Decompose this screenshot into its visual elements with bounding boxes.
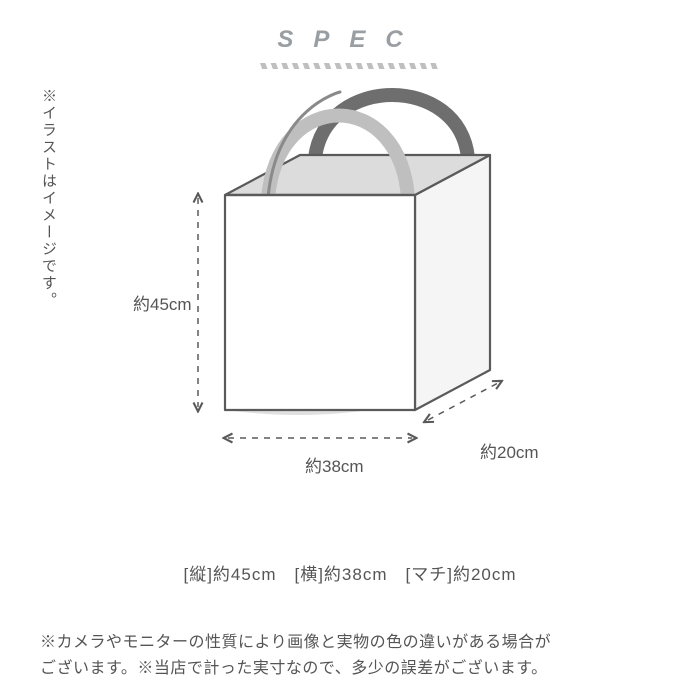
illustration-disclaimer-vertical: ※イラストはイメージです。 xyxy=(38,88,59,309)
disclaimer-line1: ※カメラやモニターの性質により画像と実物の色の違いがある場合が xyxy=(40,634,551,651)
bag-diagram xyxy=(130,80,590,480)
bag-side-panel xyxy=(415,155,490,410)
spec-title-underline xyxy=(260,58,440,66)
dim-label-width: 約38cm xyxy=(305,452,364,477)
dim-label-height: 約45cm xyxy=(133,290,192,315)
bag-front-panel xyxy=(225,195,415,410)
disclaimer-line2: ございます。※当店で計った実寸なので、多少の誤差がございます。 xyxy=(40,660,548,677)
dimensions-summary: [縦]約45cm [横]約38cm [マチ]約20cm xyxy=(0,560,700,585)
spec-title: SPEC xyxy=(277,26,422,54)
spec-title-text: SPEC xyxy=(277,26,422,53)
color-measurement-disclaimer: ※カメラやモニターの性質により画像と実物の色の違いがある場合が ございます。※当… xyxy=(40,630,660,681)
dim-label-depth: 約20cm xyxy=(480,438,539,463)
